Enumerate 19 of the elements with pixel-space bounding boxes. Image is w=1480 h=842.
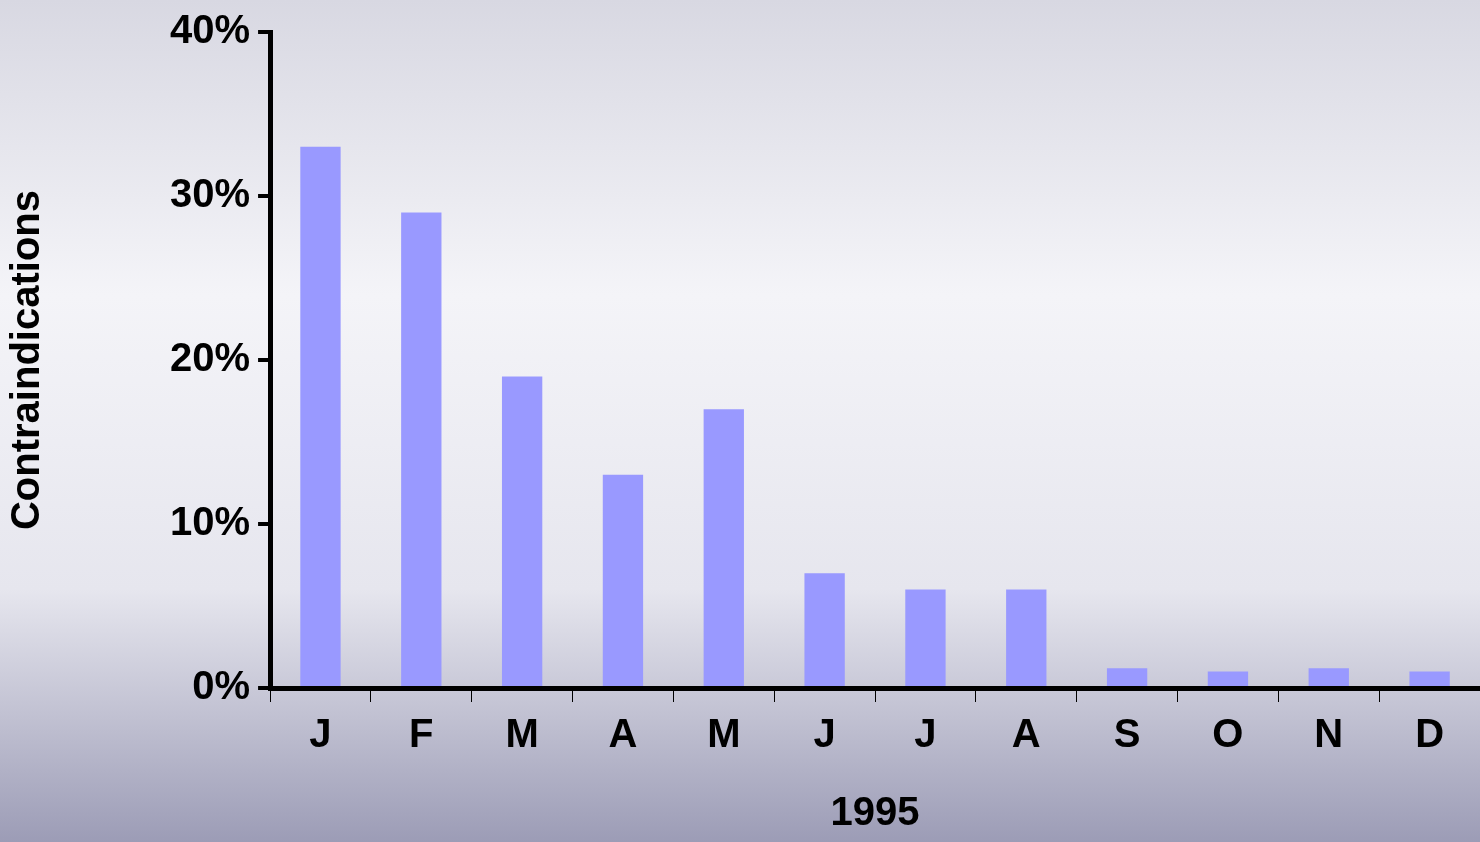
x-tick-label: M: [505, 711, 539, 756]
x-axis-title: 1995: [830, 789, 920, 834]
x-tick-label: N: [1314, 711, 1344, 756]
y-tick-label: 40%: [170, 7, 251, 52]
y-axis-title: Contraindications: [3, 189, 48, 531]
x-tick-label: O: [1212, 711, 1244, 756]
x-tick-label: J: [309, 711, 332, 756]
x-tick-label: J: [914, 711, 937, 756]
x-tick-label: A: [1011, 711, 1041, 756]
y-tick-label: 20%: [170, 335, 251, 380]
x-tick-label: D: [1415, 711, 1445, 756]
x-tick-label: S: [1113, 711, 1141, 756]
x-tick-label: F: [409, 711, 434, 756]
y-tick-label: 0%: [192, 663, 251, 708]
x-tick-label: J: [813, 711, 836, 756]
y-tick-label: 10%: [170, 499, 251, 544]
y-tick-label: 30%: [170, 171, 251, 216]
x-tick-label: M: [707, 711, 741, 756]
x-tick-label: A: [608, 711, 638, 756]
